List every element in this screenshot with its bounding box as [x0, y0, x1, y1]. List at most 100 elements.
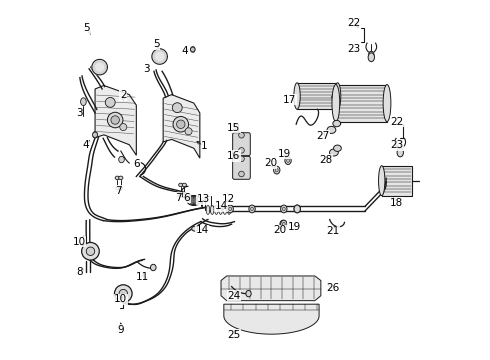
Ellipse shape [282, 222, 285, 226]
Text: 2: 2 [120, 90, 126, 100]
Text: 10: 10 [114, 294, 127, 304]
Ellipse shape [150, 264, 156, 271]
Ellipse shape [119, 187, 122, 190]
Text: 18: 18 [390, 198, 403, 208]
Text: 23: 23 [390, 140, 403, 150]
Circle shape [111, 116, 120, 124]
Ellipse shape [379, 166, 385, 196]
Circle shape [115, 285, 132, 302]
Ellipse shape [275, 168, 278, 172]
Ellipse shape [334, 145, 342, 152]
Text: 20: 20 [273, 225, 286, 235]
FancyBboxPatch shape [233, 156, 250, 179]
FancyBboxPatch shape [233, 133, 250, 156]
Text: 21: 21 [326, 226, 339, 236]
Ellipse shape [191, 47, 195, 52]
Circle shape [93, 132, 98, 137]
Text: 23: 23 [347, 44, 360, 54]
Circle shape [107, 112, 123, 128]
Ellipse shape [399, 150, 401, 153]
Polygon shape [163, 95, 200, 158]
Circle shape [82, 242, 99, 260]
Ellipse shape [251, 207, 253, 211]
Ellipse shape [370, 53, 372, 56]
Ellipse shape [223, 206, 227, 215]
Ellipse shape [229, 207, 232, 211]
Text: 12: 12 [221, 194, 235, 204]
Text: 3: 3 [143, 64, 149, 74]
Circle shape [239, 132, 245, 138]
Polygon shape [224, 304, 319, 334]
Text: 4: 4 [82, 140, 89, 150]
Text: 6: 6 [183, 193, 190, 203]
Circle shape [172, 103, 182, 113]
Ellipse shape [227, 206, 231, 215]
Ellipse shape [282, 222, 285, 226]
Text: 1: 1 [201, 141, 208, 152]
Ellipse shape [294, 205, 300, 213]
Text: 22: 22 [390, 117, 403, 127]
Text: 7: 7 [115, 186, 122, 195]
Ellipse shape [246, 291, 251, 297]
Circle shape [120, 123, 127, 131]
Text: 9: 9 [118, 325, 124, 335]
Text: 6: 6 [134, 159, 140, 169]
Circle shape [239, 171, 245, 177]
Ellipse shape [210, 206, 214, 215]
Polygon shape [297, 83, 338, 109]
Ellipse shape [249, 205, 255, 213]
Polygon shape [95, 85, 136, 155]
Polygon shape [156, 53, 164, 60]
Text: 28: 28 [319, 154, 333, 165]
Ellipse shape [115, 176, 120, 180]
Text: 14: 14 [215, 202, 228, 211]
Text: 27: 27 [316, 131, 329, 141]
Ellipse shape [179, 194, 183, 197]
Ellipse shape [215, 206, 218, 215]
Ellipse shape [287, 159, 290, 162]
Bar [205, 196, 211, 210]
Text: 11: 11 [135, 272, 148, 282]
Ellipse shape [294, 83, 300, 109]
Ellipse shape [227, 205, 233, 213]
Circle shape [119, 289, 127, 298]
Ellipse shape [282, 207, 285, 211]
Text: 26: 26 [326, 283, 339, 293]
Ellipse shape [119, 176, 123, 180]
Text: 15: 15 [227, 123, 240, 133]
Ellipse shape [333, 120, 341, 127]
Text: 25: 25 [227, 329, 240, 339]
Text: 5: 5 [153, 39, 159, 49]
Ellipse shape [183, 194, 186, 197]
Polygon shape [382, 166, 412, 196]
Ellipse shape [397, 148, 403, 157]
Ellipse shape [368, 51, 374, 58]
Ellipse shape [182, 183, 186, 187]
Ellipse shape [192, 226, 198, 231]
Circle shape [239, 156, 245, 162]
Polygon shape [152, 49, 168, 64]
Ellipse shape [332, 85, 340, 122]
Circle shape [105, 98, 115, 107]
Ellipse shape [273, 166, 280, 174]
Text: 20: 20 [264, 158, 277, 168]
Ellipse shape [187, 195, 201, 206]
Circle shape [185, 128, 192, 135]
Ellipse shape [93, 132, 98, 138]
Ellipse shape [335, 83, 341, 109]
Ellipse shape [119, 156, 124, 163]
Polygon shape [336, 85, 387, 122]
Ellipse shape [329, 149, 338, 156]
Text: 14: 14 [196, 225, 209, 235]
Polygon shape [221, 276, 321, 301]
Text: 19: 19 [288, 221, 301, 231]
Polygon shape [96, 63, 103, 71]
Text: 3: 3 [76, 108, 82, 118]
Ellipse shape [219, 206, 222, 215]
Text: 16: 16 [227, 151, 240, 161]
Text: 8: 8 [76, 267, 83, 278]
Text: 13: 13 [197, 194, 210, 204]
Text: 22: 22 [347, 18, 360, 28]
Text: 19: 19 [278, 149, 291, 158]
Text: 5: 5 [84, 23, 90, 33]
